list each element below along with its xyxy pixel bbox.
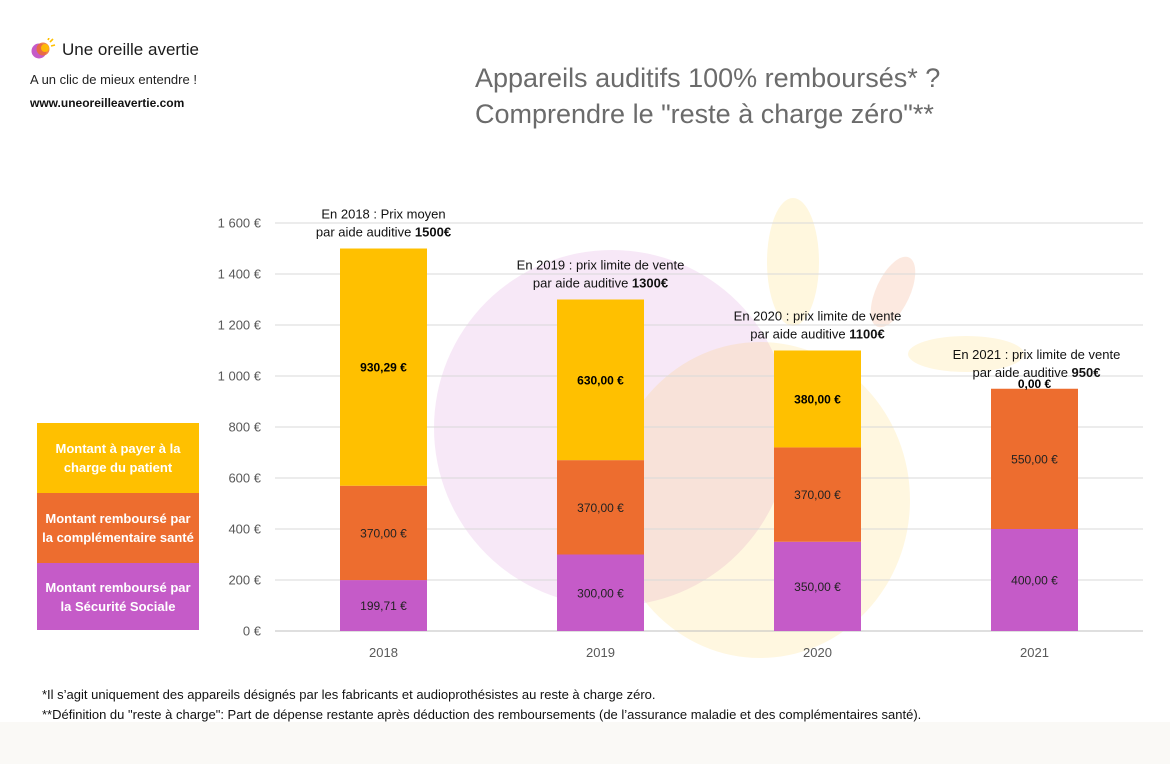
data-label-secu: 199,71 €: [360, 599, 407, 613]
bar-secu-2018: [340, 580, 427, 631]
bottom-band: [0, 722, 1170, 764]
brand-name: Une oreille avertie: [62, 40, 200, 59]
data-label-patient: 0,00 €: [1018, 377, 1052, 391]
x-tick-label: 2020: [803, 645, 832, 660]
y-tick-label: 1 200 €: [218, 318, 262, 333]
annotation-text: par aide auditive: [533, 276, 632, 291]
footnote-1: *Il s’agit uniquement des appareils dési…: [42, 687, 656, 702]
legend-label-patient: Montant à payer à la charge du patient: [55, 441, 181, 475]
footnote-2: **Définition du "reste à charge": Part d…: [42, 707, 922, 722]
y-tick-label: 400 €: [228, 522, 261, 537]
legend-label-complementaire: Montant remboursé par la complémentaire …: [42, 511, 194, 545]
annotations: En 2018 : Prix moyen par aide auditive 15…: [316, 207, 1120, 380]
legend-item-secu: Montant remboursé par la Sécurité Social…: [37, 563, 199, 630]
chart-title-line-2: Comprendre le "reste à charge zéro"**: [475, 99, 934, 129]
data-label-patient: 630,00 €: [577, 373, 624, 387]
y-tick-label: 0 €: [243, 624, 262, 639]
bar-complementaire-2019: [557, 460, 644, 555]
bar-secu-2019: [557, 554, 644, 631]
bars: [340, 248, 1078, 631]
chart-title-line-1: Appareils auditifs 100% remboursés* ?: [475, 63, 941, 93]
data-label-complementaire: 370,00 €: [794, 488, 841, 502]
y-axis: 0 € 200 € 400 € 600 € 800 € 1 000 € 1 200 € 1 4…: [218, 216, 262, 639]
decor-yellow-blob: [610, 342, 910, 658]
data-label-complementaire: 370,00 €: [577, 501, 624, 515]
chart-title: Appareils auditifs 100% remboursés* ? Co…: [475, 60, 940, 132]
data-label-complementaire: 370,00 €: [360, 526, 407, 540]
decor-yellow-leaf: [908, 336, 1024, 372]
footnotes: *Il s’agit uniquement des appareils dési…: [42, 685, 921, 725]
y-tick-label: 1 400 €: [218, 267, 262, 282]
annotation-text: par aide auditive: [750, 327, 849, 342]
y-tick-label: 800 €: [228, 420, 261, 435]
data-label-secu: 400,00 €: [1011, 574, 1058, 588]
y-tick-label: 600 €: [228, 471, 261, 486]
annotation-price: 1100€: [849, 327, 884, 342]
bar-complementaire-2018: [340, 485, 427, 581]
data-label-complementaire: 550,00 €: [1011, 452, 1058, 466]
x-tick-label: 2018: [369, 645, 398, 660]
x-axis: 2018 2019 2020 2021: [369, 645, 1049, 660]
legend-item-patient: Montant à payer à la charge du patient: [37, 423, 199, 493]
annotation-line-2: par aide auditive 950€: [973, 365, 1101, 380]
decor-yellow-petal: [767, 198, 819, 326]
annotation-line-1: En 2018 : Prix moyen: [321, 207, 445, 222]
annotation-line-1: En 2019 : prix limite de vente: [517, 258, 685, 273]
y-tick-label: 200 €: [228, 573, 261, 588]
annotation-price: 950€: [1072, 365, 1101, 380]
annotation-text: par aide auditive: [973, 365, 1072, 380]
bar-complementaire-2021: [991, 388, 1078, 529]
data-label-patient: 380,00 €: [794, 392, 841, 406]
bar-patient-2018: [340, 248, 427, 486]
data-label-patient: 930,29 €: [360, 361, 407, 375]
annotation-line-1: En 2021 : prix limite de vente: [953, 347, 1121, 362]
annotation-price: 1300€: [632, 276, 668, 291]
data-labels: 199,71 € 370,00 € 930,29 € 300,00 € 370,00 €…: [360, 361, 1058, 613]
legend-item-complementaire: Montant remboursé par la complémentaire …: [37, 493, 199, 563]
bar-patient-2019: [557, 299, 644, 461]
annotation-line-1: En 2020 : prix limite de vente: [734, 309, 902, 324]
bar-secu-2021: [991, 529, 1078, 631]
y-tick-label: 1 600 €: [218, 216, 262, 231]
brand-header: Une oreille avertie: [30, 38, 199, 62]
brand-url[interactable]: www.uneoreilleavertie.com: [30, 96, 185, 110]
ear-logo-icon: [31, 38, 56, 59]
x-tick-label: 2019: [586, 645, 615, 660]
annotation-line-2: par aide auditive 1100€: [750, 327, 884, 342]
bar-complementaire-2020: [774, 447, 861, 542]
data-label-secu: 350,00 €: [794, 580, 841, 594]
brand-tagline: A un clic de mieux entendre !: [30, 72, 197, 87]
annotation-line-2: par aide auditive 1500€: [316, 225, 451, 240]
bar-patient-2020: [774, 350, 861, 448]
annotation-text: par aide auditive: [316, 225, 415, 240]
annotation-line-2: par aide auditive 1300€: [533, 276, 668, 291]
y-tick-label: 1 000 €: [218, 369, 262, 384]
legend-label-secu: Montant remboursé par la Sécurité Social…: [45, 579, 191, 614]
data-label-secu: 300,00 €: [577, 586, 624, 600]
annotation-price: 1500€: [415, 225, 451, 240]
x-tick-label: 2021: [1020, 645, 1049, 660]
bar-secu-2020: [774, 541, 861, 631]
